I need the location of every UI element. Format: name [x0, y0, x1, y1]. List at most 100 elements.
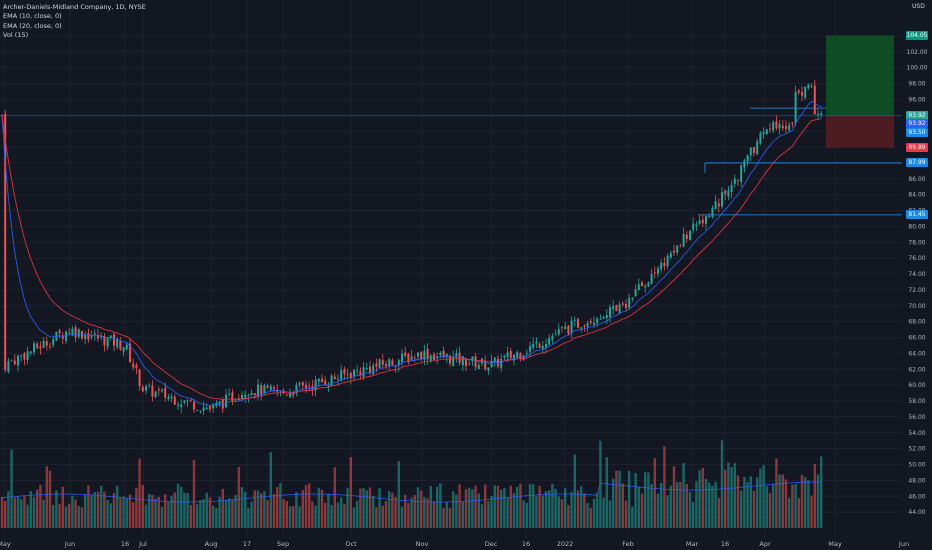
candle-body: [605, 315, 608, 318]
candle-body: [647, 282, 650, 287]
volume-legend[interactable]: Vol (15): [3, 30, 29, 39]
candle-body: [724, 190, 727, 195]
volume-bar: [240, 486, 244, 528]
volume-bar: [343, 503, 346, 528]
candle-body: [132, 363, 135, 368]
price-tick-label: 72.00: [908, 287, 925, 294]
candle-body: [621, 303, 624, 305]
volume-bar: [39, 484, 42, 528]
price-tick-label: 98.00: [908, 81, 925, 88]
candle-body: [205, 408, 208, 409]
candle-body: [365, 367, 368, 369]
chart-legend: Archer-Daniels-Midland Company, 1D, NYSE…: [3, 3, 146, 40]
candle-body: [721, 192, 723, 207]
candle-body: [737, 180, 739, 182]
loss-zone: [826, 115, 894, 148]
symbol-title: Archer-Daniels-Midland Company, 1D, NYSE: [3, 3, 146, 11]
volume-bar: [698, 470, 701, 528]
ema10-legend[interactable]: EMA (10, close, 0): [3, 12, 62, 21]
volume-bar: [192, 459, 196, 528]
volume-bar: [160, 506, 164, 528]
volume-bar: [586, 503, 589, 528]
price-tick-label: 60.00: [908, 382, 925, 389]
candle-body: [791, 122, 794, 125]
candle-body: [401, 353, 403, 362]
ema20-line: [1, 115, 822, 401]
volume-bar: [554, 488, 557, 528]
candle-body: [218, 401, 221, 404]
volume-bar: [64, 506, 68, 528]
candle-body: [317, 378, 320, 382]
candle-body: [340, 370, 343, 381]
candle-body: [538, 343, 541, 348]
position-zones: [0, 35, 902, 148]
candle-body: [817, 113, 819, 116]
ema-lines: [1, 100, 822, 407]
volume-bar: [544, 491, 548, 528]
volume-bar: [733, 463, 736, 528]
volume-bar: [560, 499, 564, 528]
volume-bar: [797, 498, 800, 528]
volume-bar: [717, 498, 720, 528]
ema20-legend[interactable]: EMA (20, close, 0): [3, 21, 62, 30]
volume-bar: [212, 505, 215, 528]
volume-bar: [650, 483, 653, 528]
volume-bar: [215, 507, 218, 528]
volume-bar: [135, 487, 138, 528]
candle-body: [327, 384, 330, 387]
candle-body: [269, 386, 272, 390]
volume-bar: [116, 485, 119, 528]
candle-body: [628, 298, 631, 308]
candle-body: [129, 343, 131, 363]
price-tick-label: 54.00: [908, 430, 925, 437]
candle-body: [244, 394, 247, 398]
candle-body: [730, 185, 733, 193]
candle-body: [196, 410, 199, 411]
candle-body: [346, 374, 349, 375]
volume-bar: [404, 494, 407, 528]
volume-bar: [564, 488, 567, 528]
candle-body: [474, 356, 477, 368]
volume-bar: [490, 495, 493, 528]
candle-body: [753, 147, 755, 153]
volume-bar: [132, 502, 135, 528]
candle-body: [141, 386, 144, 392]
price-axis[interactable]: 44.00 46.00 48.00 50.00 52.00 54.00 56.00 58.00…: [902, 0, 932, 550]
volume-bar: [535, 496, 538, 528]
volume-bar: [26, 504, 29, 528]
volume-bar: [308, 483, 311, 528]
volume-bar: [736, 475, 740, 528]
candle-body: [797, 90, 800, 93]
volume-bar: [119, 497, 122, 528]
volume-bar: [330, 505, 333, 528]
candle-body: [513, 355, 515, 361]
candle-body: [154, 391, 157, 398]
candle-body: [231, 392, 234, 402]
candle-body: [589, 320, 592, 323]
candle-body: [65, 331, 67, 341]
volume-bar: [407, 503, 410, 528]
candle-body: [145, 386, 147, 391]
candle-body: [26, 351, 29, 361]
candle-body: [388, 359, 391, 367]
volume-bar: [32, 497, 36, 528]
volume-bar: [682, 463, 685, 528]
candle-body: [292, 392, 295, 396]
candle-body: [442, 350, 445, 358]
volume-bar: [324, 502, 327, 528]
candle-body: [397, 360, 400, 366]
volume-bar: [436, 486, 439, 528]
candle-body: [343, 369, 346, 375]
volume-bar: [772, 484, 775, 528]
candle-body: [772, 122, 775, 131]
candle-body: [698, 220, 701, 224]
volume-bar: [157, 496, 160, 528]
volume-bar: [365, 490, 368, 528]
candle-body: [762, 132, 765, 134]
candle-body: [567, 325, 570, 334]
time-axis[interactable]: May Jun 16 Jul Aug 17 Sep Oct Nov Dec 16 2022 Feb Mar…: [0, 540, 909, 548]
volume-bar: [666, 495, 669, 528]
volume-bar: [749, 476, 752, 528]
